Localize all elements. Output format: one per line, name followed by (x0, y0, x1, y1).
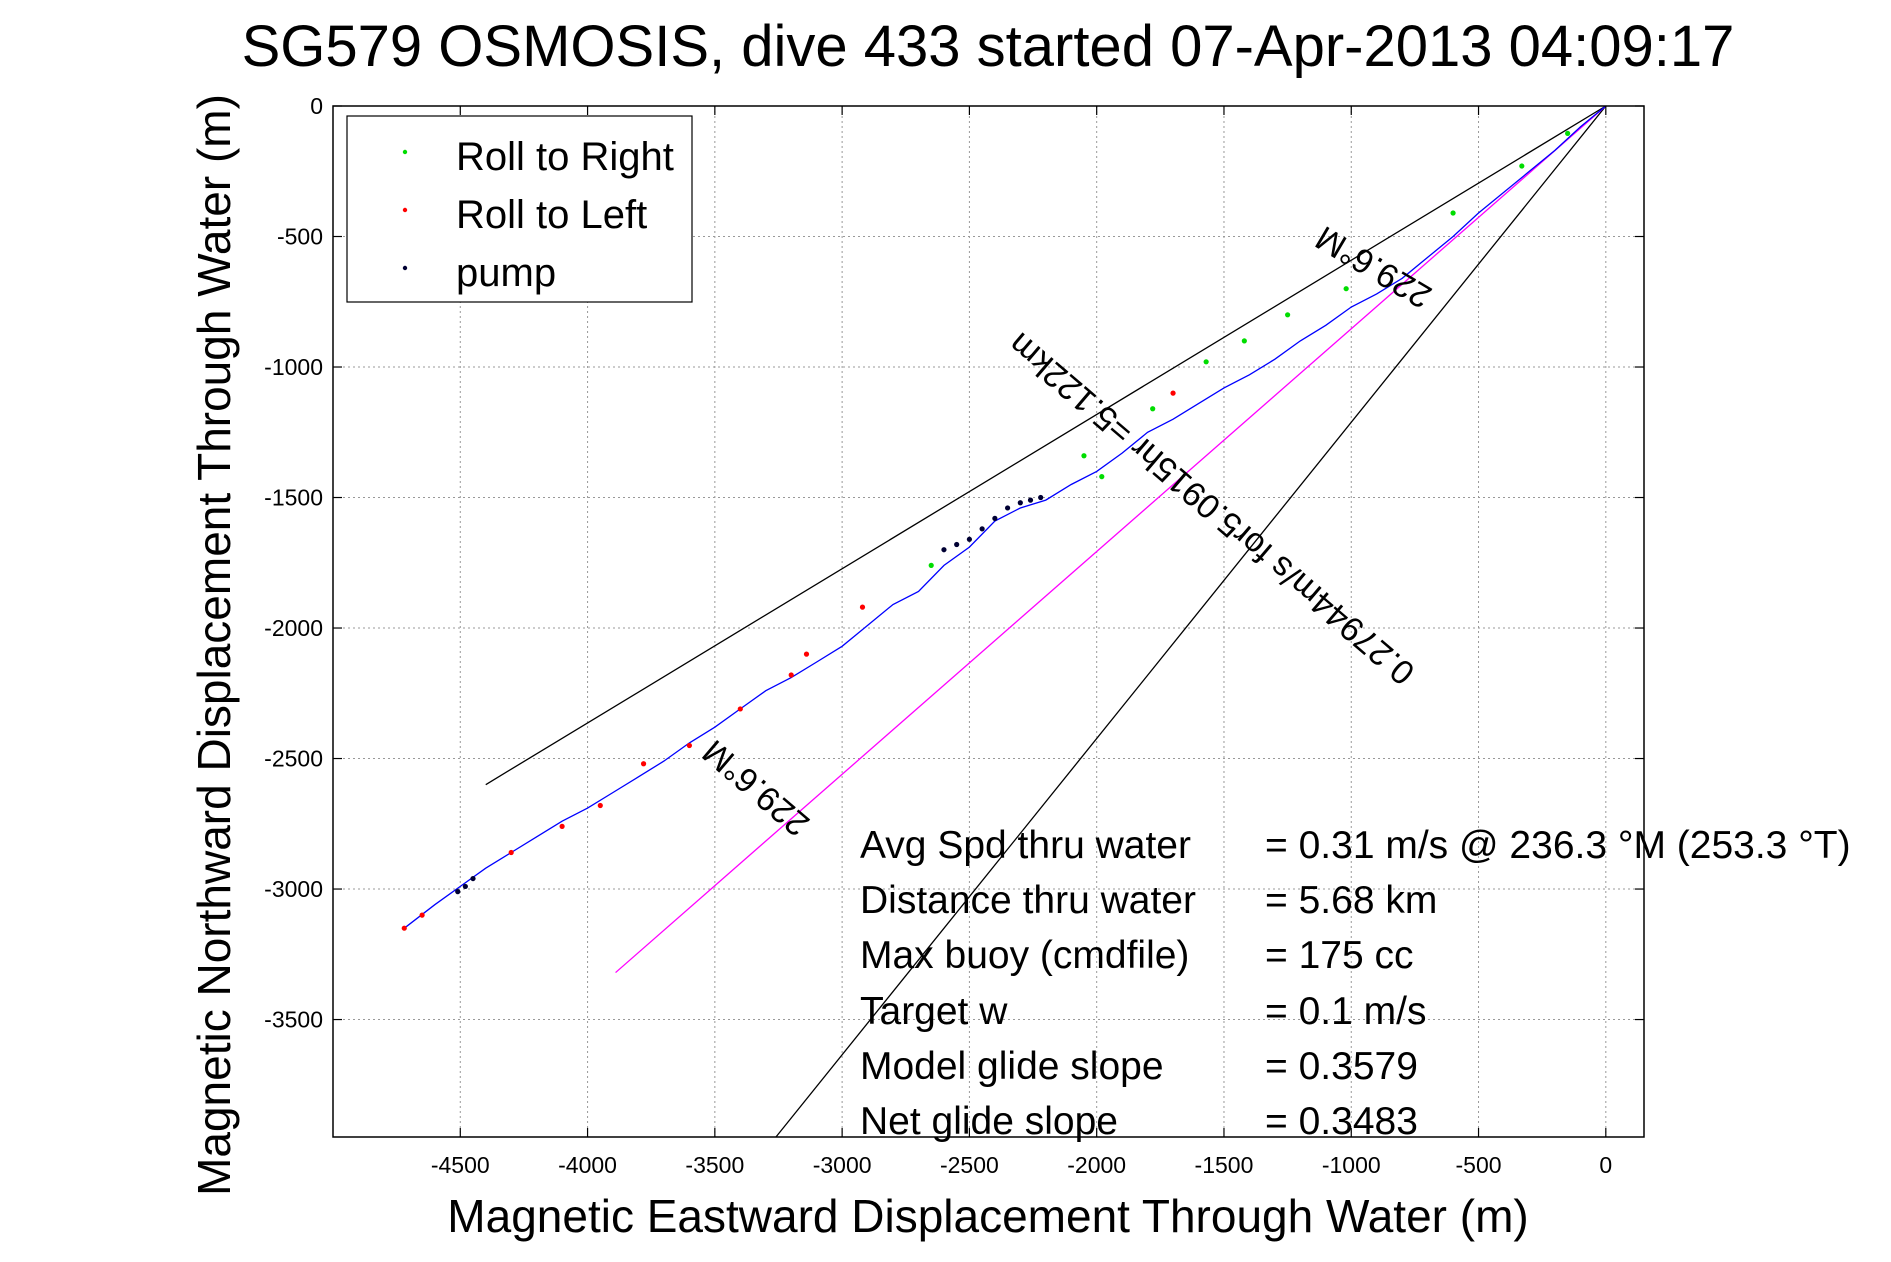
x-tick-label: -3000 (813, 1152, 872, 1178)
roll-left-point (640, 761, 647, 767)
reference-lines (485, 105, 1607, 1138)
roll-right-point (1241, 338, 1247, 344)
roll-left-point (686, 742, 692, 749)
reference-line (775, 105, 1607, 1138)
roll-right-point (1519, 163, 1525, 169)
stat-value-max-buoy: = 175 cc (1265, 934, 1414, 977)
roll-right-point (1565, 130, 1571, 137)
x-tick-label: -1000 (1322, 1152, 1381, 1178)
pump-point (1004, 505, 1011, 511)
reference-line (615, 105, 1607, 974)
track-line (403, 105, 1607, 929)
pump-point (1017, 500, 1023, 506)
roll-left-point (559, 823, 565, 829)
y-axis-label: Magnetic Northward Displacement Through … (188, 94, 240, 1196)
roll-right-point (1203, 359, 1209, 365)
x-tick-label: -2000 (1067, 1152, 1126, 1178)
roll-right-point (1150, 406, 1156, 412)
roll-left-point (597, 802, 603, 809)
x-axis-label: Magnetic Eastward Displacement Through W… (447, 1190, 1528, 1242)
roll-right-point (1099, 474, 1105, 480)
x-tick-label: -500 (1456, 1152, 1502, 1178)
pump-point (979, 526, 985, 532)
y-tick-label: 0 (310, 93, 323, 119)
axes-box (332, 105, 1645, 1138)
pump-point (1038, 494, 1044, 501)
stat-value-distance: = 5.68 km (1265, 879, 1437, 922)
pump-point (455, 889, 461, 895)
y-tick-label: -2000 (264, 615, 323, 641)
stat-label-max-buoy: Max buoy (cmdfile) (860, 934, 1189, 977)
track (403, 105, 1607, 929)
roll-right-point (928, 562, 934, 568)
y-tick-labels: 0 -500 -1000 -1500 -2000 -2500 -3000 -3500 (264, 93, 323, 1033)
pump-point (954, 541, 960, 548)
roll-right-point (1081, 453, 1087, 459)
x-tick-labels: -4500 -4000 -3500 -3000 -2500 -2000 -1500 -1000… (431, 1152, 1612, 1178)
y-tick-label: -1500 (264, 485, 323, 511)
pump-point (966, 536, 973, 542)
stat-value-avg-speed: = 0.31 m/s @ 236.3 °M (253.3 °T) (1265, 824, 1851, 867)
legend-marker-roll-right (402, 149, 408, 155)
y-tick-label: -3500 (264, 1007, 323, 1033)
x-tick-label: -4000 (558, 1152, 617, 1178)
pump-point (470, 875, 476, 882)
stat-label-distance: Distance thru water (860, 879, 1196, 922)
legend-label-roll-left: Roll to Left (456, 193, 647, 237)
roll-right-point (1450, 210, 1456, 216)
stat-label-avg-speed: Avg Spd thru water (860, 824, 1191, 867)
legend-marker-pump (402, 265, 408, 271)
x-tick-label: 0 (1599, 1152, 1612, 1178)
roll-left-point (803, 651, 810, 657)
roll-right-point (1285, 312, 1291, 318)
roll-left-point (737, 706, 743, 712)
roll-left-point (859, 604, 866, 610)
pump-point (992, 515, 998, 522)
markers (401, 130, 1571, 931)
stat-label-net-glide: Net glide slope (860, 1100, 1118, 1143)
x-tick-label: -4500 (431, 1152, 490, 1178)
y-tick-label: -3000 (264, 876, 323, 902)
reference-line (485, 105, 1607, 786)
roll-left-point (788, 672, 794, 678)
roll-left-point (1170, 390, 1176, 396)
x-tick-label: -2500 (940, 1152, 999, 1178)
legend-marker-roll-left (402, 207, 408, 213)
y-tick-label: -500 (277, 224, 323, 250)
ticks (333, 105, 1644, 1137)
x-tick-label: -3500 (685, 1152, 744, 1178)
pump-point (1027, 497, 1034, 503)
stat-label-target-w: Target w (860, 990, 1008, 1033)
legend: Roll to Right Roll to Left pump (346, 115, 693, 303)
roll-left-point (508, 849, 514, 856)
stat-label-model-glide: Model glide slope (860, 1045, 1164, 1088)
legend-label-roll-right: Roll to Right (456, 135, 674, 179)
legend-label-pump: pump (456, 251, 556, 295)
y-tick-label: -2500 (264, 746, 323, 772)
stat-value-model-glide: = 0.3579 (1265, 1045, 1418, 1088)
roll-left-point (401, 925, 407, 931)
y-tick-label: -1000 (264, 354, 323, 380)
stat-value-target-w: = 0.1 m/s (1265, 990, 1426, 1033)
roll-left-point (419, 912, 425, 918)
roll-right-point (1343, 286, 1349, 292)
pump-point (462, 883, 468, 890)
stats-panel: Avg Spd thru water = 0.31 m/s @ 236.3 °M… (860, 824, 1851, 1143)
chart-title: SG579 OSMOSIS, dive 433 started 07-Apr-2… (242, 14, 1735, 79)
pump-point (941, 547, 947, 553)
stat-value-net-glide: = 0.3483 (1265, 1100, 1418, 1143)
x-tick-label: -1500 (1195, 1152, 1254, 1178)
